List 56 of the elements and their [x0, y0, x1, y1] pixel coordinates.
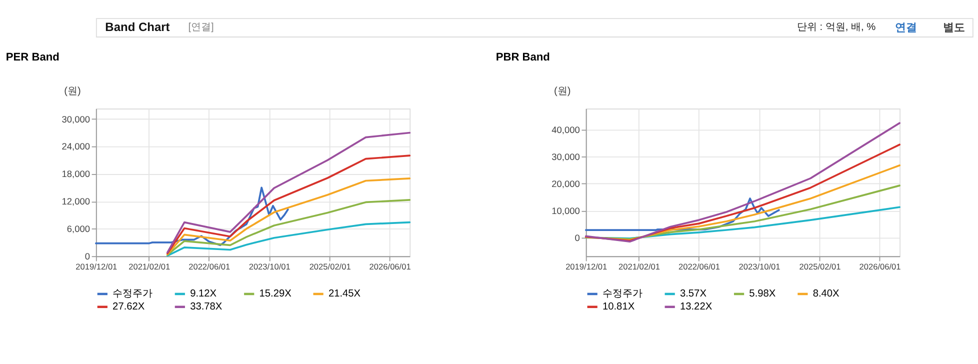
- line-series: [166, 221, 411, 257]
- y-tick-label: 24,000: [62, 142, 90, 152]
- legend-label: 21.45X: [328, 288, 361, 300]
- line-series: [584, 164, 900, 241]
- y-tick-label: 40,000: [552, 125, 580, 136]
- x-tick-label: 2023/10/01: [248, 262, 291, 272]
- legend-label: 8.40X: [812, 288, 840, 300]
- y-tick-label: 6,000: [66, 224, 90, 234]
- line-series: [584, 122, 900, 243]
- line-series: [166, 154, 411, 254]
- x-tick-label: 2021/02/01: [618, 262, 660, 272]
- text: Band Chart: [105, 20, 170, 34]
- legend-label: 수정주가: [602, 288, 642, 300]
- chart-title: PER Band: [6, 52, 60, 64]
- legend-label: 9.12X: [190, 288, 217, 300]
- chart-title: PBR Band: [496, 52, 550, 64]
- y-axis-title: (원): [554, 86, 571, 98]
- text: 연결: [895, 22, 918, 34]
- legend-label: 33.78X: [190, 302, 222, 313]
- y-tick-label: 20,000: [552, 178, 580, 189]
- y-tick-label: 12,000: [62, 196, 90, 207]
- text: 별도: [943, 22, 966, 34]
- legend-label: 13.22X: [680, 302, 712, 313]
- y-tick-label: 10,000: [552, 206, 580, 216]
- legend-label: 10.81X: [602, 302, 635, 313]
- line-series: [166, 199, 411, 256]
- y-tick-label: 18,000: [62, 169, 90, 180]
- x-tick-label: 2022/06/01: [188, 262, 230, 272]
- legend-label: 27.62X: [112, 302, 145, 313]
- x-tick-label: 2019/12/01: [76, 262, 118, 272]
- line-series: [95, 186, 289, 246]
- x-tick-label: 2025/02/01: [799, 262, 842, 272]
- line-series: [584, 198, 780, 231]
- x-tick-label: 2019/12/01: [566, 262, 608, 272]
- x-tick-label: 2025/02/01: [309, 262, 352, 272]
- y-tick-label: 30,000: [62, 114, 90, 124]
- y-axis-title: (원): [64, 86, 81, 98]
- legend-label: 3.57X: [680, 288, 707, 300]
- legend-label: 15.29X: [259, 288, 292, 300]
- x-tick-label: 2023/10/01: [738, 262, 781, 272]
- line-series: [584, 206, 900, 240]
- legend-label: 5.98X: [749, 288, 776, 300]
- line-series: [584, 184, 900, 240]
- y-tick-label: 0: [574, 232, 580, 243]
- text: 단위 : 억원, 배, %: [796, 22, 876, 34]
- text: [연결]: [188, 22, 214, 34]
- x-tick-label: 2022/06/01: [678, 262, 720, 272]
- line-series: [584, 144, 900, 242]
- y-tick-label: 30,000: [552, 152, 580, 162]
- legend-label: 수정주가: [112, 288, 153, 300]
- x-tick-label: 2021/02/01: [128, 262, 171, 272]
- y-tick-label: 0: [84, 251, 90, 262]
- x-tick-label: 2026/06/01: [369, 262, 412, 272]
- line-series: [166, 178, 411, 256]
- line-series: [166, 132, 411, 254]
- x-tick-label: 2026/06/01: [859, 262, 902, 272]
